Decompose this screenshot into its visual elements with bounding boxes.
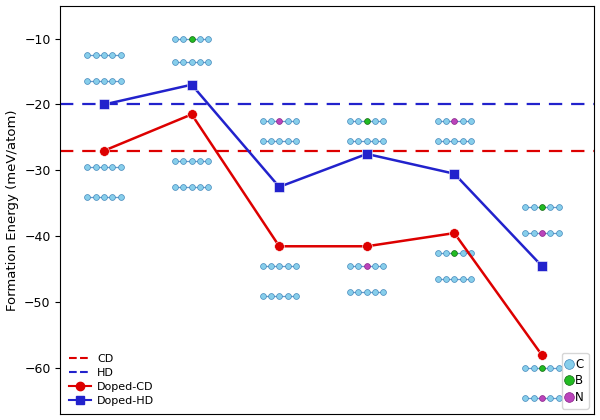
Y-axis label: Formation Energy (meV/atom): Formation Energy (meV/atom) <box>5 109 19 311</box>
Legend: C, B, N: C, B, N <box>562 353 589 409</box>
